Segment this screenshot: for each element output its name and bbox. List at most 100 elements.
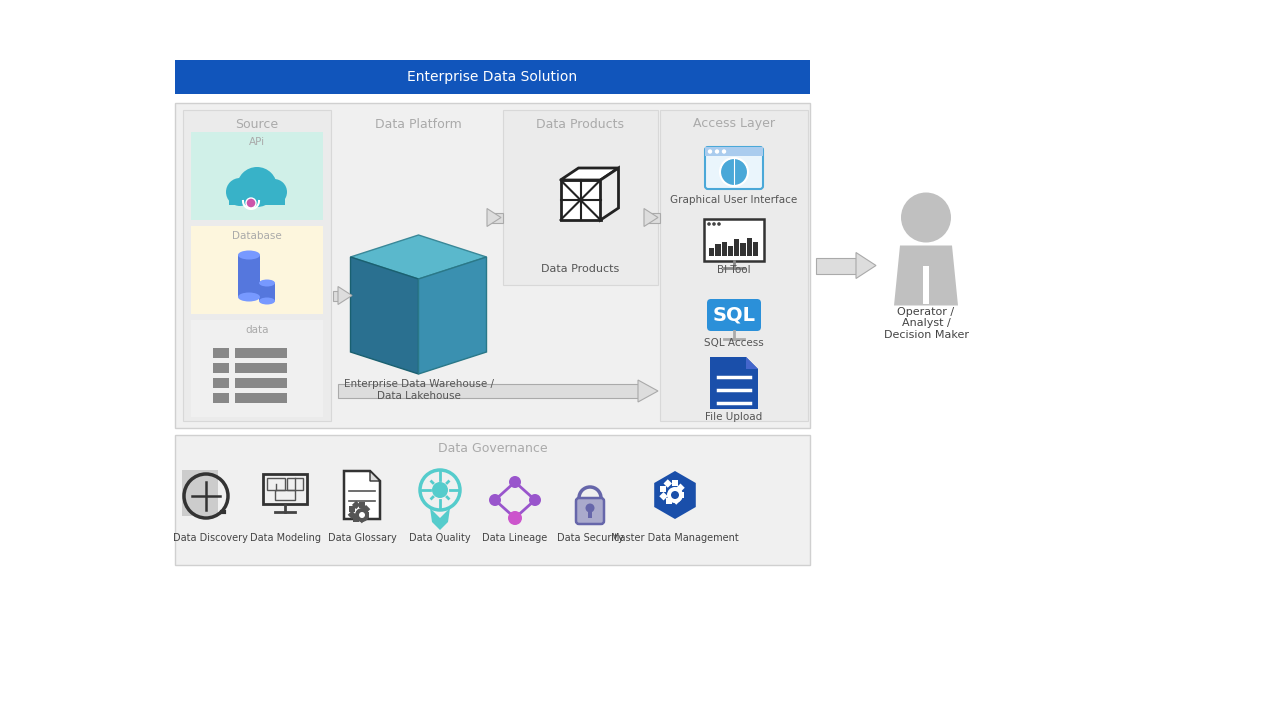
Text: Source: Source (236, 117, 279, 130)
Bar (672, 496, 681, 505)
Bar (333, 290, 338, 300)
Circle shape (667, 487, 684, 503)
Bar (353, 516, 358, 522)
Circle shape (489, 494, 500, 506)
Bar (182, 470, 218, 516)
Bar (733, 239, 740, 256)
Bar (175, 60, 810, 94)
Polygon shape (856, 253, 876, 279)
Text: Data Products: Data Products (536, 117, 625, 130)
Circle shape (722, 149, 726, 153)
Bar (229, 187, 285, 205)
Polygon shape (637, 380, 658, 402)
Bar (212, 378, 229, 388)
Circle shape (509, 476, 521, 488)
Bar (817, 258, 856, 274)
Ellipse shape (238, 292, 260, 302)
Bar (358, 502, 365, 508)
Circle shape (717, 222, 721, 226)
Text: Data Modeling: Data Modeling (250, 533, 320, 543)
Circle shape (508, 511, 522, 525)
Text: Master Data Management: Master Data Management (611, 533, 739, 543)
Circle shape (708, 222, 710, 226)
Bar (238, 255, 260, 297)
Polygon shape (710, 357, 758, 409)
Bar (746, 238, 751, 256)
Bar (212, 348, 229, 358)
Bar (728, 246, 733, 256)
Bar (352, 500, 361, 509)
Bar (672, 480, 678, 486)
Bar (486, 212, 503, 222)
Circle shape (719, 158, 748, 186)
Text: SQL: SQL (713, 305, 755, 325)
Bar (716, 244, 721, 256)
Ellipse shape (259, 297, 275, 305)
Bar (666, 498, 672, 504)
Text: SQL Access: SQL Access (704, 338, 764, 348)
Bar (364, 512, 369, 518)
Polygon shape (654, 471, 696, 519)
Bar (338, 384, 637, 398)
Circle shape (529, 494, 541, 506)
Polygon shape (351, 235, 486, 279)
Circle shape (227, 178, 253, 206)
Polygon shape (338, 287, 352, 305)
Bar (212, 363, 229, 373)
FancyBboxPatch shape (705, 147, 763, 189)
Polygon shape (600, 168, 618, 220)
Bar (236, 363, 287, 373)
Bar (236, 348, 287, 358)
Bar (678, 492, 684, 498)
Bar (923, 266, 929, 304)
Text: Graphical User Interface: Graphical User Interface (671, 195, 797, 205)
Polygon shape (344, 471, 380, 519)
Bar (191, 132, 323, 220)
Circle shape (246, 198, 256, 208)
Bar (183, 110, 332, 421)
Text: Data Glossary: Data Glossary (328, 533, 397, 543)
Polygon shape (561, 168, 618, 180)
Text: Operator /
Analyst /
Decision Maker: Operator / Analyst / Decision Maker (883, 307, 969, 340)
Polygon shape (486, 209, 500, 227)
Polygon shape (746, 357, 758, 369)
Bar (705, 147, 763, 156)
Circle shape (358, 512, 365, 518)
Ellipse shape (259, 279, 275, 287)
Circle shape (355, 508, 369, 522)
Circle shape (708, 149, 712, 153)
Bar (357, 515, 366, 523)
Bar (704, 219, 764, 261)
Text: Enterprise Data Solution: Enterprise Data Solution (407, 70, 577, 84)
Bar (236, 378, 287, 388)
FancyBboxPatch shape (707, 299, 762, 331)
Text: data: data (246, 325, 269, 335)
Bar (709, 248, 714, 256)
Polygon shape (351, 257, 419, 374)
Bar (362, 505, 370, 513)
Polygon shape (644, 209, 658, 227)
Polygon shape (430, 508, 451, 530)
Text: Enterprise Data Warehouse /
Data Lakehouse: Enterprise Data Warehouse / Data Lakehou… (343, 379, 494, 401)
Circle shape (261, 179, 287, 205)
Text: Data Discovery: Data Discovery (173, 533, 247, 543)
Text: Access Layer: Access Layer (692, 117, 774, 130)
Text: Database: Database (232, 231, 282, 241)
Bar (175, 435, 810, 565)
Bar (660, 486, 666, 492)
Bar (740, 243, 745, 256)
Bar (212, 393, 229, 403)
Text: BI Tool: BI Tool (717, 265, 751, 275)
Bar (588, 510, 591, 518)
Ellipse shape (238, 251, 260, 259)
Bar (275, 490, 294, 500)
Bar (191, 226, 323, 314)
Bar (644, 212, 660, 222)
Circle shape (671, 491, 678, 499)
Bar (503, 110, 658, 285)
Bar (175, 103, 810, 428)
FancyBboxPatch shape (576, 498, 604, 524)
Bar (722, 242, 727, 256)
Circle shape (433, 482, 448, 498)
Text: Data Lineage: Data Lineage (483, 533, 548, 543)
